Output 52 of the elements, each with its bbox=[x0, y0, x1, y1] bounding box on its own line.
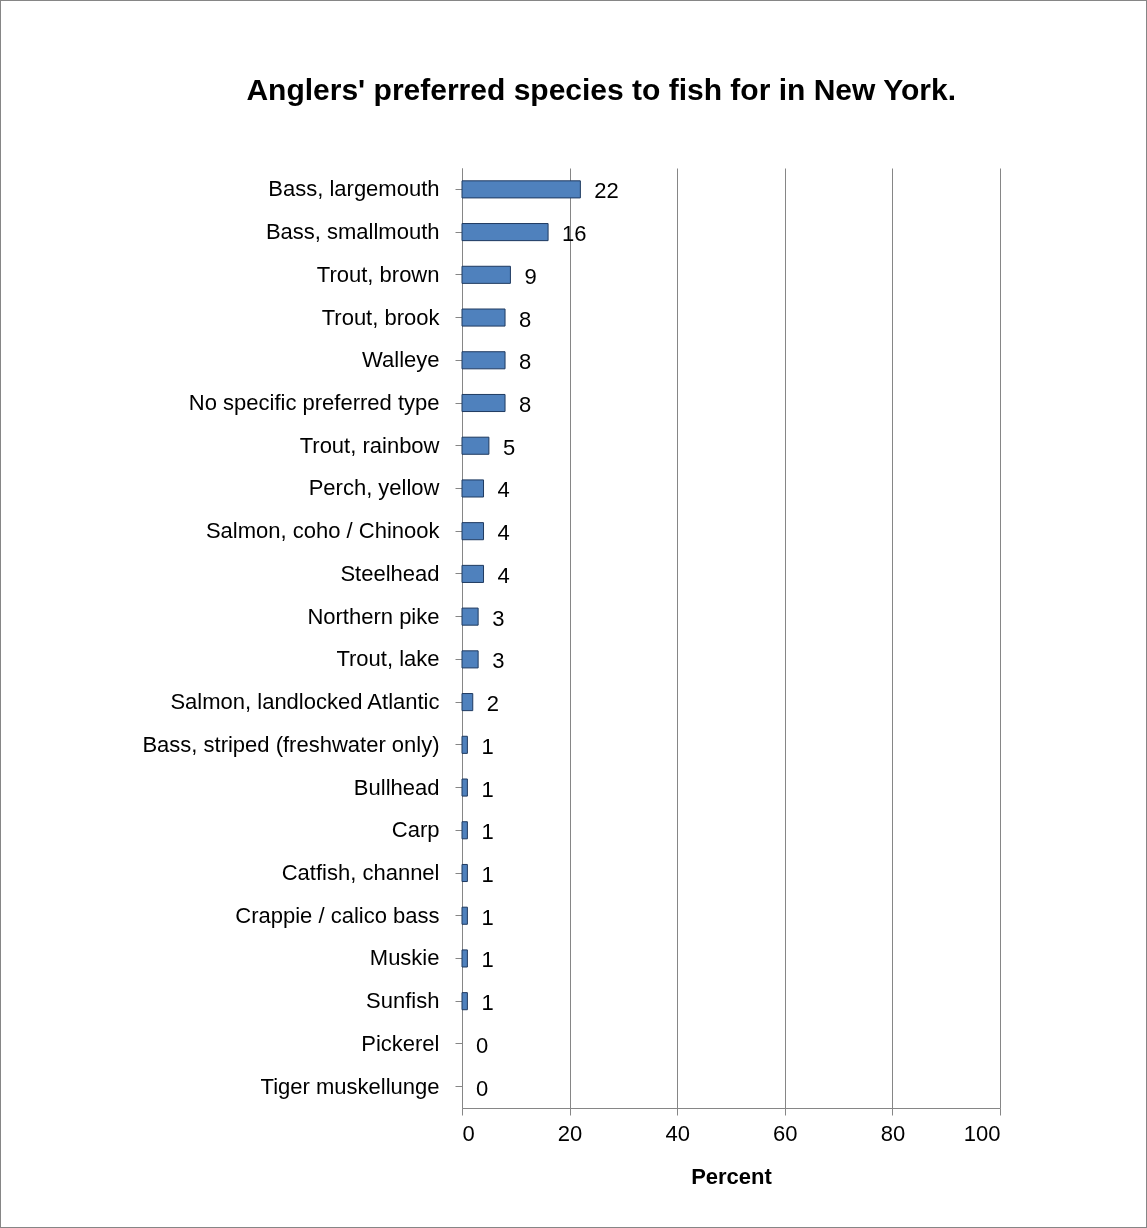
y-tick-label: Bass, smallmouth bbox=[265, 219, 440, 245]
y-tick-label: Salmon, coho / Chinook bbox=[205, 518, 441, 544]
x-tick-label: 0 bbox=[462, 1120, 475, 1146]
data-label: 3 bbox=[492, 648, 505, 674]
y-tick-label: Salmon, landlocked Atlantic bbox=[170, 689, 440, 715]
data-label: 4 bbox=[497, 562, 510, 588]
y-tick-label: Sunfish bbox=[366, 988, 440, 1014]
y-tick-label: Pickerel bbox=[361, 1030, 440, 1056]
data-label: 1 bbox=[481, 862, 494, 887]
data-label: 4 bbox=[497, 520, 510, 546]
y-tick-label: Northern pike bbox=[307, 603, 440, 629]
data-label: 0 bbox=[476, 1075, 489, 1101]
x-axis-title: Percent bbox=[691, 1163, 773, 1189]
y-tick-label: Steelhead bbox=[340, 560, 440, 586]
y-tick-label: Trout, rainbow bbox=[299, 432, 440, 458]
data-label: 8 bbox=[519, 306, 532, 332]
data-label: 8 bbox=[519, 392, 532, 417]
y-tick-label: Bass, largemouth bbox=[268, 176, 440, 202]
y-tick-label: Trout, brown bbox=[316, 261, 440, 287]
y-tick-label: Perch, yellow bbox=[308, 475, 440, 501]
y-tick-label: Trout, lake bbox=[336, 646, 440, 672]
chart-title: Anglers' preferred species to fish for in New York. bbox=[246, 73, 956, 106]
data-label: 2 bbox=[486, 691, 500, 717]
y-tick-label: Walleye bbox=[362, 347, 440, 373]
x-tick-label: 100 bbox=[963, 1120, 1001, 1146]
data-label: 1 bbox=[481, 776, 494, 802]
y-tick-label: Crappie / calico bass bbox=[235, 902, 440, 928]
y-tick-label: Bass, striped (freshwater only) bbox=[142, 731, 440, 757]
data-label: 22 bbox=[594, 178, 619, 204]
data-label: 9 bbox=[524, 263, 537, 289]
x-tick-label: 80 bbox=[880, 1120, 906, 1146]
data-label: 3 bbox=[492, 605, 505, 631]
y-tick-label: Carp bbox=[391, 817, 440, 843]
data-label: 1 bbox=[481, 819, 494, 845]
y-tick-label: Muskie bbox=[369, 945, 440, 971]
data-label: 1 bbox=[481, 904, 494, 930]
y-tick-label: Tiger muskellunge bbox=[260, 1073, 440, 1099]
data-label: 16 bbox=[562, 221, 587, 247]
data-label: 5 bbox=[502, 434, 516, 460]
x-tick-label: 20 bbox=[557, 1120, 583, 1146]
data-label: 1 bbox=[481, 733, 494, 759]
y-tick-label: No specific preferred type bbox=[188, 390, 440, 415]
data-label: 8 bbox=[519, 349, 532, 375]
data-label: 1 bbox=[481, 947, 494, 973]
y-tick-label: Trout, brook bbox=[321, 304, 441, 330]
x-tick-label: 60 bbox=[773, 1120, 798, 1146]
data-label: 1 bbox=[481, 990, 494, 1016]
data-label: 0 bbox=[476, 1032, 489, 1058]
y-tick-label: Bullhead bbox=[353, 774, 440, 800]
y-tick-label: Catfish, channel bbox=[281, 860, 440, 885]
x-tick-label: 40 bbox=[665, 1120, 690, 1146]
data-label: 4 bbox=[497, 477, 510, 503]
